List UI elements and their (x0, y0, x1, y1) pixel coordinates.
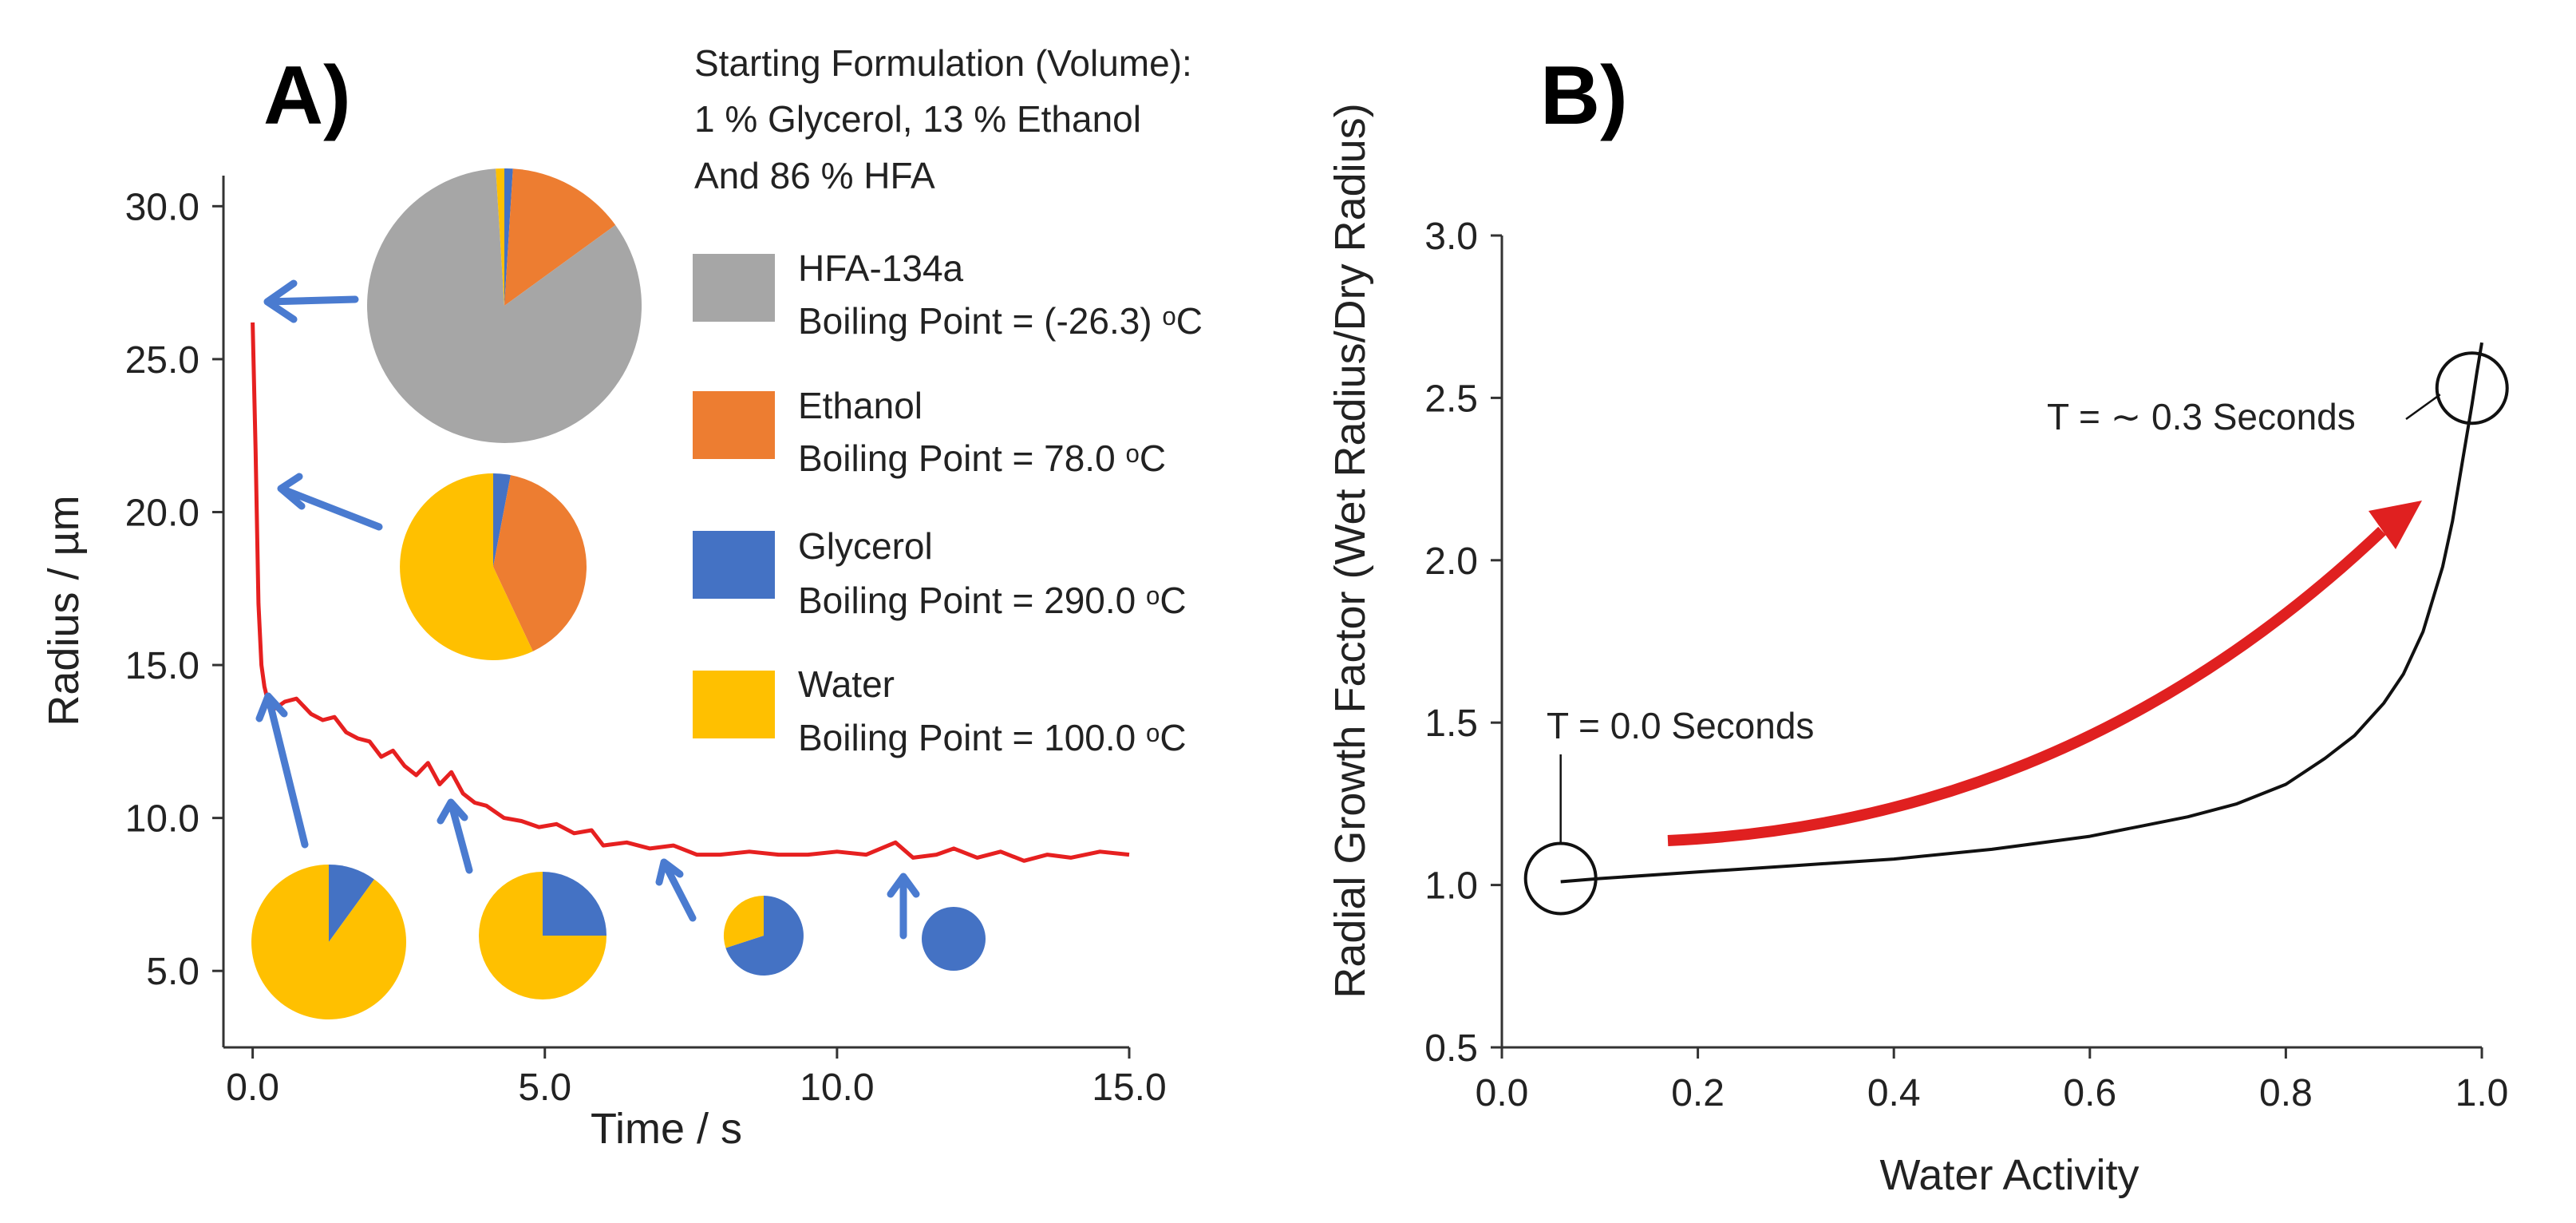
pie-slice-hfa (367, 168, 642, 443)
panel-b-y-tick-label: 3.0 (1424, 216, 1478, 258)
marker-circle-end (2435, 351, 2509, 425)
pie-slice-glycerol (725, 896, 804, 976)
legend-detail-ethanol: Boiling Point = 78.0 ᵒC (798, 437, 1166, 479)
legend-name-hfa: HFA-134a (798, 247, 964, 289)
legend-swatch-hfa (693, 254, 775, 322)
header-line-1: Starting Formulation (Volume): (694, 42, 1192, 84)
legend: HFA-134a Boiling Point = (-26.3) ᵒC Etha… (693, 247, 1203, 758)
panel-a-y-label: Radius / µm (40, 495, 88, 726)
panel-b-y-tick-label: 0.5 (1424, 1027, 1478, 1070)
arrow-late (655, 858, 697, 922)
panel-b-label: B) (1540, 49, 1628, 142)
pie-slice-glycerol (504, 168, 513, 306)
panel-b-y-tick-label: 1.5 (1424, 703, 1478, 745)
trend-arrow (1667, 526, 2386, 846)
pie-slice-water (496, 168, 504, 306)
pie-slice-glycerol (922, 907, 986, 971)
legend-swatch-glycerol (693, 531, 775, 599)
panel-a-x-tick-label: 5.0 (518, 1067, 571, 1109)
legend-swatch-ethanol (693, 391, 775, 459)
leader-end (2405, 394, 2441, 421)
panel-a-y-tick-label: 10.0 (125, 798, 200, 841)
pointer-arrows (255, 279, 920, 940)
pie-slice-ethanol (504, 168, 616, 306)
panel-b-x-label: Water Activity (1879, 1151, 2139, 1199)
panel-a-y-tick-label: 5.0 (146, 951, 200, 993)
arrow-water-rich (255, 692, 309, 849)
panel-a-ticks: 0.0 5.0 10.0 15.0 5.0 10.0 15.0 20.0 25.0 30.0 (125, 186, 1167, 1109)
legend-name-glycerol: Glycerol (798, 525, 933, 567)
pie-slice-water (251, 865, 407, 1020)
panel-a-y-tick-label: 30.0 (125, 186, 200, 228)
pie-slice-water (400, 473, 533, 660)
panel-b-x-tick-label: 0.6 (2063, 1072, 2116, 1114)
legend-swatch-water (693, 671, 775, 738)
panel-b-ticks: 0.0 0.2 0.4 0.6 0.8 1.0 0.5 1.0 1.5 2.0 2.5 3.0 (1424, 216, 2508, 1114)
arrow-initial (263, 279, 359, 323)
pie-late (723, 896, 804, 976)
header-line-2: 1 % Glycerol, 13 % Ethanol (694, 98, 1141, 140)
panel-b: B) 0.0 0.2 0.4 0.6 0.8 1.00.51.01.52.02.53.0 … (1326, 49, 2509, 1199)
panel-b-x-tick-label: 1.0 (2455, 1072, 2509, 1114)
legend-detail-water: Boiling Point = 100.0 ᵒC (798, 717, 1187, 758)
pie-water-rich (251, 865, 407, 1020)
annotation-end: T = ∼ 0.3 Seconds (2047, 396, 2356, 437)
pie-final (922, 907, 986, 971)
panel-a-label: A) (263, 49, 351, 142)
panel-b-x-tick-label: 0.8 (2259, 1072, 2313, 1114)
pie-slice-glycerol (493, 473, 511, 567)
arrow-after-hfa (277, 473, 383, 531)
pie-slice-glycerol (329, 865, 374, 942)
legend-detail-hfa: Boiling Point = (-26.3) ᵒC (798, 300, 1203, 342)
panel-b-y-tick-label: 2.0 (1424, 540, 1478, 583)
growth-factor-curve (1560, 342, 2483, 884)
formulation-header: Starting Formulation (Volume): 1 % Glyce… (694, 42, 1192, 196)
pie-initial (367, 168, 642, 443)
radius-series-line (251, 322, 1130, 863)
panel-b-y-tick-label: 1.0 (1424, 865, 1478, 908)
pie-after-hfa (400, 473, 587, 660)
legend-name-ethanol: Ethanol (798, 385, 923, 426)
pie-slice-glycerol (543, 872, 606, 936)
arrow-final (887, 873, 920, 940)
pie-slice-water (479, 872, 606, 999)
legend-name-water: Water (798, 663, 895, 705)
panel-a-x-tick-label: 0.0 (226, 1067, 279, 1109)
panel-a-y-tick-label: 20.0 (125, 492, 200, 534)
annotation-start: T = 0.0 Seconds (1547, 705, 1814, 746)
panel-a-y-tick-label: 25.0 (125, 339, 200, 382)
panel-b-y-label: Radial Growth Factor (Wet Radius/Dry Rad… (1326, 103, 1374, 998)
panel-b-x-tick-label: 0.0 (1476, 1072, 1529, 1114)
arrow-mid (437, 798, 473, 874)
pie-mid (479, 872, 606, 999)
trend-arrow-head (2369, 501, 2422, 549)
panel-b-y-tick-label: 2.5 (1424, 378, 1478, 420)
panel-a-x-tick-label: 10.0 (800, 1067, 874, 1109)
panel-a-x-label: Time / s (591, 1105, 742, 1153)
panel-a: A) 0.0 5.0 10.0 15.0 5.0 10.0 15.0 20.0 25.0 30.0… (40, 42, 1203, 1153)
panel-a-x-tick-label: 15.0 (1092, 1067, 1166, 1109)
legend-detail-glycerol: Boiling Point = 290.0 ᵒC (798, 580, 1187, 621)
panel-b-x-tick-label: 0.2 (1671, 1072, 1725, 1114)
panel-b-x-tick-label: 0.4 (1867, 1072, 1921, 1114)
panel-a-y-tick-label: 15.0 (125, 645, 200, 687)
pie-slice-water (723, 896, 764, 948)
header-line-3: And 86 % HFA (694, 155, 935, 196)
pie-slice-ethanol (493, 475, 587, 651)
